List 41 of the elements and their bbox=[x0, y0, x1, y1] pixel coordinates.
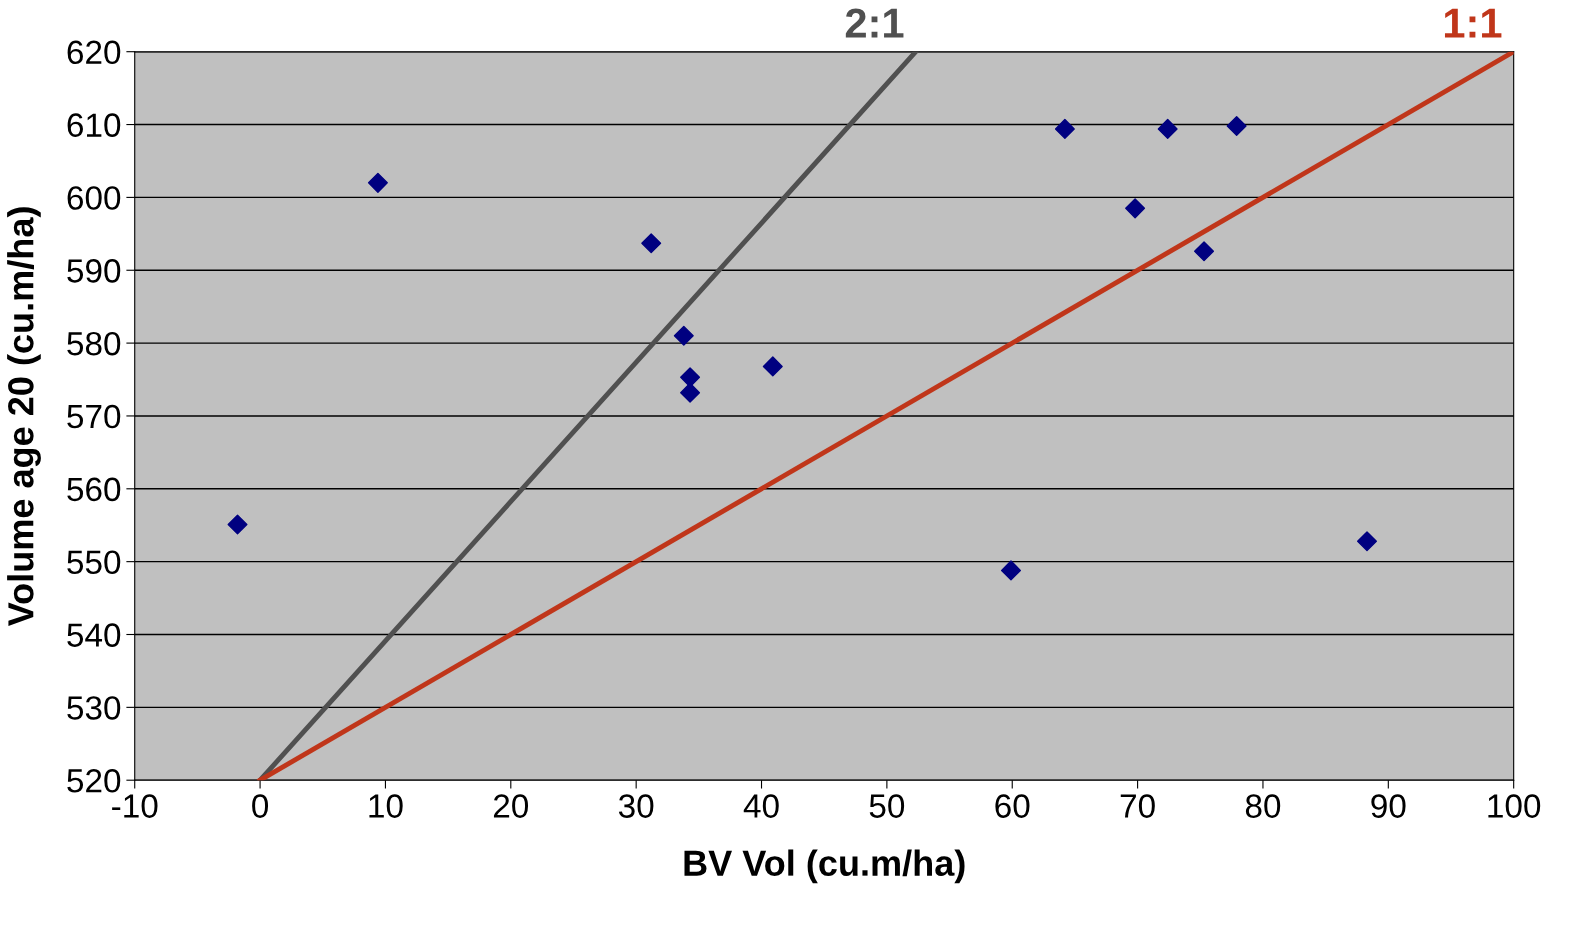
point bbox=[641, 233, 662, 254]
x-tick-label: 10 bbox=[369, 794, 403, 818]
point bbox=[1157, 118, 1178, 139]
y-tick-label: 520 bbox=[67, 769, 121, 793]
x-tick-label: 30 bbox=[618, 794, 654, 818]
x-tick-label: 100 bbox=[1488, 794, 1541, 818]
y-tick-label: 590 bbox=[67, 259, 121, 283]
series-label: 2:1 bbox=[845, 8, 904, 38]
y-tick-label: 550 bbox=[67, 550, 121, 575]
x-tick-label: 0 bbox=[252, 794, 269, 818]
point bbox=[1226, 115, 1247, 137]
y-tick-label: 540 bbox=[67, 623, 121, 647]
x-tick-label: 40 bbox=[743, 794, 779, 818]
y-tick-label: 530 bbox=[67, 696, 121, 720]
point bbox=[680, 367, 701, 388]
point bbox=[680, 382, 701, 403]
point bbox=[673, 325, 694, 346]
point bbox=[1054, 118, 1075, 139]
x-axis-title: BV Vol (cu.m/ha) bbox=[684, 849, 965, 884]
point bbox=[1194, 241, 1215, 262]
x-tick-label: 50 bbox=[869, 794, 905, 818]
x-tick-label: 80 bbox=[1245, 794, 1281, 818]
point bbox=[227, 514, 248, 535]
point bbox=[762, 356, 783, 377]
y-tick-label: 600 bbox=[67, 186, 121, 210]
y-tick-label: 560 bbox=[67, 477, 121, 502]
y-axis-title: Volume age 20 (cu.m/ha) bbox=[7, 207, 41, 627]
y-tick-label: 620 bbox=[67, 40, 121, 65]
x-tick-label: 60 bbox=[995, 794, 1030, 818]
x-tick-label: 90 bbox=[1371, 794, 1406, 818]
x-tick-label: 20 bbox=[493, 794, 529, 818]
point bbox=[367, 172, 388, 193]
point bbox=[1356, 531, 1378, 552]
point bbox=[1125, 198, 1146, 219]
y-tick-label: 580 bbox=[67, 331, 121, 356]
y-tick-label: 610 bbox=[67, 113, 121, 137]
y-tick-label: 570 bbox=[67, 404, 121, 429]
series-label: 1:1 bbox=[1444, 8, 1502, 38]
x-tick-label: 70 bbox=[1120, 794, 1155, 818]
x-tick-label: -10 bbox=[112, 794, 158, 818]
point bbox=[1000, 560, 1021, 581]
